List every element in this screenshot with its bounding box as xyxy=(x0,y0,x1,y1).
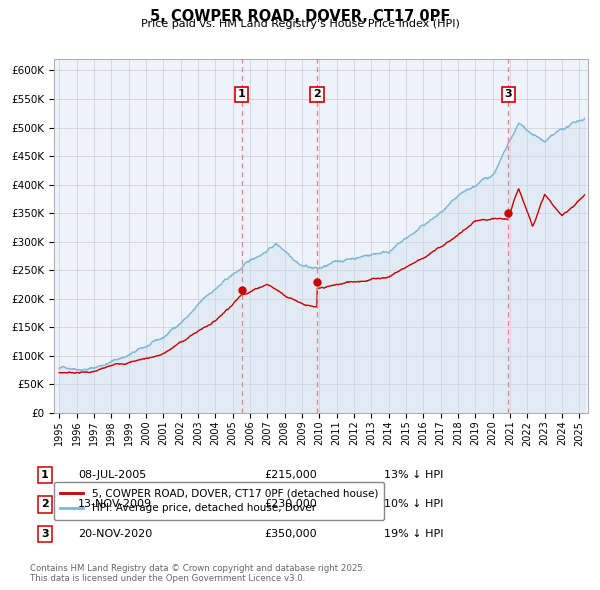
Text: 19% ↓ HPI: 19% ↓ HPI xyxy=(384,529,443,539)
Text: 5, COWPER ROAD, DOVER, CT17 0PF: 5, COWPER ROAD, DOVER, CT17 0PF xyxy=(150,9,450,24)
Text: 1: 1 xyxy=(41,470,49,480)
Text: £350,000: £350,000 xyxy=(264,529,317,539)
Text: 2: 2 xyxy=(313,90,321,99)
Text: £230,000: £230,000 xyxy=(264,500,317,509)
Text: 10% ↓ HPI: 10% ↓ HPI xyxy=(384,500,443,509)
Text: 08-JUL-2005: 08-JUL-2005 xyxy=(78,470,146,480)
Legend: 5, COWPER ROAD, DOVER, CT17 0PF (detached house), HPI: Average price, detached h: 5, COWPER ROAD, DOVER, CT17 0PF (detache… xyxy=(54,482,384,520)
Text: 13% ↓ HPI: 13% ↓ HPI xyxy=(384,470,443,480)
Text: 3: 3 xyxy=(41,529,49,539)
Text: Price paid vs. HM Land Registry's House Price Index (HPI): Price paid vs. HM Land Registry's House … xyxy=(140,19,460,30)
Text: 2: 2 xyxy=(41,500,49,509)
Text: 1: 1 xyxy=(238,90,245,99)
Text: Contains HM Land Registry data © Crown copyright and database right 2025.
This d: Contains HM Land Registry data © Crown c… xyxy=(30,563,365,583)
Text: 20-NOV-2020: 20-NOV-2020 xyxy=(78,529,152,539)
Text: 13-NOV-2009: 13-NOV-2009 xyxy=(78,500,152,509)
Text: £215,000: £215,000 xyxy=(264,470,317,480)
Text: 3: 3 xyxy=(505,90,512,99)
